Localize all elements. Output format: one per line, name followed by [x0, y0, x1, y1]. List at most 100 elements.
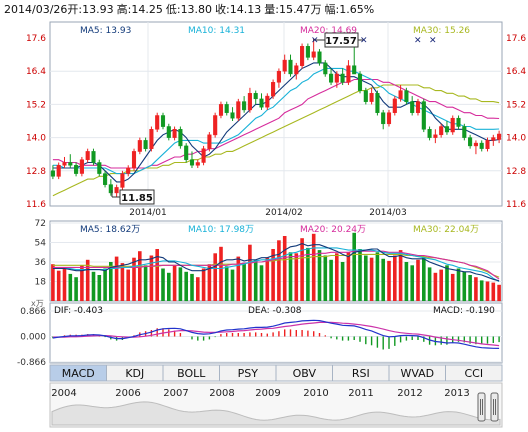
volume-bar: [300, 238, 304, 301]
candle-body: [317, 51, 322, 64]
volume-bar: [294, 253, 299, 301]
timeline-year-label: 2010: [303, 388, 328, 399]
volume-ma30-line: [52, 253, 500, 278]
header-low: 13.80: [181, 3, 213, 16]
timeline-history-area: [51, 401, 501, 426]
candle-body: [404, 90, 409, 102]
tab-kdj[interactable]: KDJ: [106, 364, 164, 382]
tab-label: KDJ: [125, 367, 144, 380]
candle-body: [468, 137, 473, 147]
volume-bar: [109, 262, 113, 301]
volume-ma30-label: MA30: 22.04万: [413, 225, 479, 235]
volume-bar: [97, 275, 102, 301]
volume-bar: [364, 255, 368, 301]
candle-body: [68, 162, 73, 166]
range-handle-left[interactable]: [477, 392, 486, 422]
range-handle-right[interactable]: [490, 392, 499, 422]
x-tick-label: 2014/02: [265, 208, 302, 218]
macd-y-axis: 0.866 0.000 -0.866: [17, 307, 46, 368]
tab-cci[interactable]: CCI: [445, 364, 503, 382]
volume-grid: [50, 222, 502, 282]
price-y-axis-left: 17.6 16.4 15.2 14.0 12.8 11.6: [26, 34, 46, 210]
macd-panel: 0.866 0.000 -0.866 DIF: -0.403 DEA: -0.308…: [17, 302, 503, 368]
candle-body: [282, 59, 287, 72]
volume-bar: [143, 265, 148, 302]
header-volume: 15.47万: [279, 3, 322, 16]
candle-body: [126, 167, 131, 174]
price-y-tick-label: 12.8: [506, 167, 526, 177]
candle-body: [363, 90, 368, 102]
candle-body: [184, 145, 189, 160]
volume-bar: [445, 265, 449, 302]
candle-body: [230, 112, 235, 119]
volume-ma-legend: MA5: 18.62万 MA10: 17.98万 MA20: 20.24万 MA…: [80, 225, 479, 235]
price-y-tick-label: 15.2: [26, 100, 46, 110]
volume-bar: [74, 277, 78, 301]
candle-body: [97, 162, 102, 174]
high-marker-value: 17.57: [325, 36, 357, 47]
volume-bar: [317, 250, 322, 301]
price-y-tick-label: 16.4: [26, 67, 46, 77]
candle-body: [79, 159, 84, 174]
candle-body: [369, 93, 374, 102]
volume-ma5-label: MA5: 18.62万: [80, 225, 140, 235]
volume-bar: [236, 256, 241, 301]
volume-bar: [138, 251, 142, 301]
volume-bar: [485, 281, 490, 301]
candle-body: [271, 82, 276, 97]
header-amplitude-label: 幅:: [325, 3, 340, 16]
price-candles: [50, 38, 502, 198]
header-close-label: 收:: [215, 2, 230, 16]
candle-body: [259, 98, 264, 108]
tab-label: WVAD: [400, 367, 434, 380]
candle-body: [300, 46, 305, 66]
candle-body: [172, 129, 177, 138]
volume-bar: [346, 252, 351, 302]
candle-body: [178, 129, 183, 147]
candle-body: [415, 101, 421, 113]
tab-psy[interactable]: PSY: [219, 364, 277, 382]
candle-body: [108, 184, 113, 194]
tab-label: RSI: [352, 367, 370, 380]
volume-bar: [369, 257, 374, 301]
candle-body: [253, 93, 258, 100]
header-high-label: 高:: [117, 2, 132, 16]
tab-wvad[interactable]: WVAD: [388, 364, 446, 382]
candle-body: [392, 98, 397, 113]
tab-obv[interactable]: OBV: [275, 364, 333, 382]
low-marker-box: [119, 189, 155, 205]
candle-body: [195, 162, 200, 166]
volume-bar: [161, 268, 165, 301]
dea-line: [52, 321, 500, 347]
volume-bar: [230, 269, 235, 301]
price-ma30-label: MA30: 15.26: [413, 26, 470, 36]
timeline-year-label: 2012: [397, 388, 422, 399]
candle-body: [218, 104, 224, 116]
timeline-years: 2004 2006 2007 2008 2009 2010 2011 2012 2013: [51, 388, 469, 399]
volume-bar: [439, 269, 443, 301]
volume-bar: [91, 271, 96, 302]
tab-macd[interactable]: MACD: [49, 364, 107, 382]
dea-label: DEA: -0.308: [248, 306, 302, 316]
volume-bar: [271, 249, 275, 301]
volume-bar: [103, 268, 107, 301]
macd-y-tick-label: -0.866: [17, 358, 46, 368]
tab-rsi[interactable]: RSI: [332, 364, 390, 382]
volume-y-tick-label: 54: [35, 239, 47, 249]
candle-body: [120, 173, 125, 188]
price-y-tick-label: 15.2: [506, 100, 526, 110]
header-close: 14.13: [230, 3, 262, 16]
candle-body: [166, 126, 171, 138]
volume-panel: 72 54 36 18 MA5: 18.62万 MA10: 17.98万 MA20: …: [31, 219, 503, 308]
volume-bar: [68, 273, 73, 301]
tab-boll[interactable]: BOLL: [162, 364, 220, 382]
candle-body: [346, 65, 351, 83]
candle-body: [74, 165, 79, 174]
price-ma5-label: MA5: 13.93: [80, 26, 131, 36]
volume-bar: [282, 236, 287, 301]
candle-body: [444, 126, 450, 133]
candle-body: [155, 115, 160, 130]
candle-body: [143, 140, 148, 149]
candle-body: [103, 173, 108, 185]
